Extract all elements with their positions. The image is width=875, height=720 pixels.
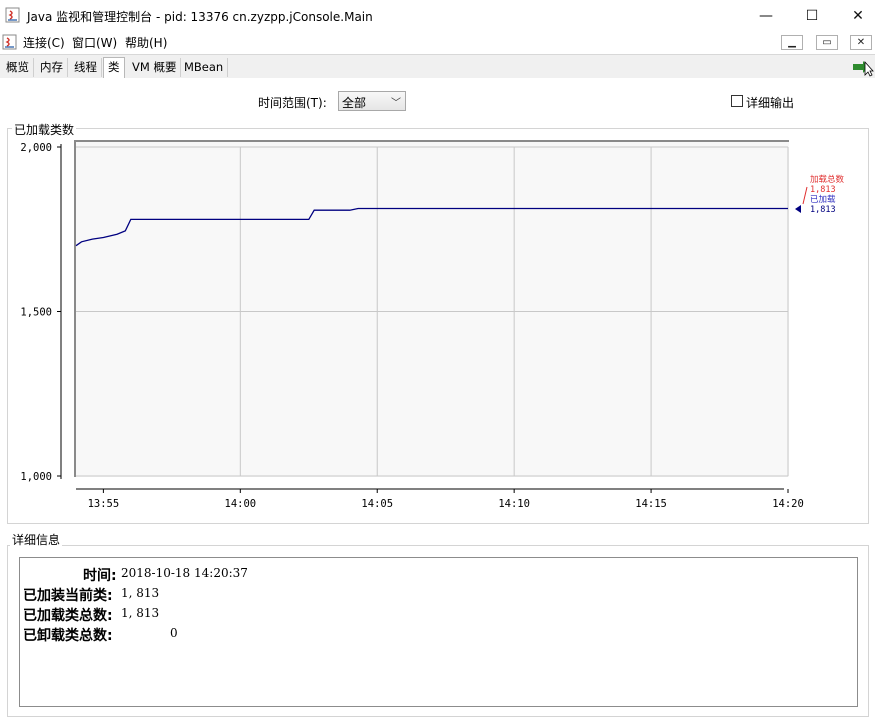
detail-value-total-unloaded: 0 <box>170 626 178 640</box>
time-range-value: 全部 <box>342 96 367 110</box>
tab-classes[interactable]: 类 <box>103 57 125 78</box>
detail-key-total-loaded: 已加载类总数: <box>23 608 113 624</box>
menu-bar: 连接(C) 窗口(W) 帮助(H) ▁ ▭ ✕ <box>0 31 875 53</box>
detail-key-current-loaded: 已加装当前类: <box>23 588 113 604</box>
detail-output-checkbox[interactable] <box>731 95 743 107</box>
detail-value-time: 2018-10-18 14:20:37 <box>121 566 248 580</box>
frame-restore-button[interactable]: ▭ <box>816 35 838 50</box>
detail-key-total-unloaded: 已卸载类总数: <box>23 628 113 644</box>
details-panel <box>7 545 869 717</box>
chevron-down-icon: ﹀ <box>391 98 401 109</box>
chart-plot-area <box>74 140 789 477</box>
time-range-select[interactable]: 全部 ﹀ <box>338 91 406 111</box>
tab-threads[interactable]: 线程 <box>70 58 102 77</box>
detail-value-current-loaded: 1, 813 <box>121 586 160 600</box>
menu-help[interactable]: 帮助(H) <box>125 36 168 50</box>
frame-minimize-button[interactable]: ▁ <box>781 35 803 50</box>
minimize-button[interactable]: — <box>759 7 773 24</box>
tab-mbean[interactable]: MBean <box>180 58 229 77</box>
connection-status-icon[interactable] <box>852 57 874 77</box>
close-button[interactable]: ✕ <box>852 7 864 24</box>
detail-key-time: 时间: <box>83 568 117 584</box>
frame-close-button[interactable]: ✕ <box>850 35 872 50</box>
details-box <box>19 557 858 707</box>
loaded-classes-panel <box>7 128 869 524</box>
detail-output-label[interactable]: 详细输出 <box>746 96 795 110</box>
chart-panel-title: 已加载类数 <box>12 121 77 138</box>
maximize-button[interactable]: ☐ <box>805 7 819 24</box>
tab-strip: 概览 内存 线程 类 VM 概要 MBean <box>0 54 875 78</box>
menu-window[interactable]: 窗口(W) <box>72 36 118 50</box>
tab-vm-summary[interactable]: VM 概要 <box>128 58 182 77</box>
title-bar: Java 监视和管理控制台 - pid: 13376 cn.zyzpp.jCon… <box>0 0 875 31</box>
tab-overview[interactable]: 概览 <box>2 58 34 77</box>
window-title: Java 监视和管理控制台 - pid: 13376 cn.zyzpp.jCon… <box>27 10 373 24</box>
details-panel-title: 详细信息 <box>10 531 63 548</box>
time-range-label: 时间范围(T): <box>258 96 327 110</box>
java-frame-icon <box>2 34 17 50</box>
detail-value-total-loaded: 1, 813 <box>121 606 160 620</box>
tab-memory[interactable]: 内存 <box>36 58 68 77</box>
java-app-icon <box>5 7 20 23</box>
menu-connect[interactable]: 连接(C) <box>23 36 65 50</box>
